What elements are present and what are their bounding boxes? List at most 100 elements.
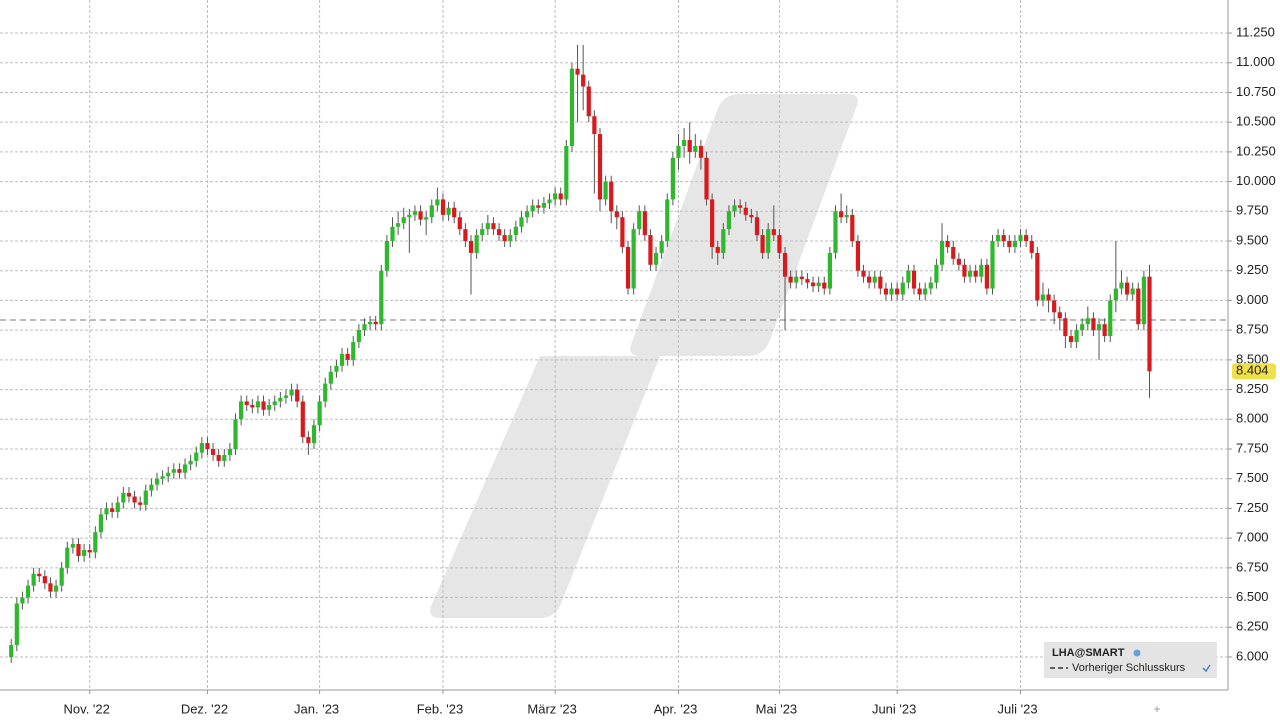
candle-body (513, 226, 518, 236)
candle-body (356, 330, 361, 343)
candle-body (923, 288, 928, 295)
candle-body (609, 181, 614, 212)
candle-body (822, 282, 827, 289)
candle-body (334, 365, 339, 372)
candle-body (93, 532, 98, 553)
candle-body (121, 492, 126, 503)
candle-body (530, 205, 535, 212)
x-tick-label: Feb. '23 (417, 701, 464, 716)
legend-title: LHA@SMART (1052, 647, 1125, 659)
candle-body (87, 550, 92, 553)
candle-body (384, 241, 390, 271)
candle-body (70, 544, 75, 548)
candle-body (227, 448, 233, 455)
candle-body (777, 235, 782, 253)
candle-body (1119, 282, 1124, 289)
candle-body (1091, 318, 1096, 331)
candle-body (956, 258, 961, 265)
candle-body (435, 199, 440, 206)
candle-body (973, 270, 978, 277)
candle-body (205, 443, 210, 449)
x-tick-label: Mai '23 (756, 701, 798, 716)
legend: LHA@SMART Vorheriger Schlusskurs (1044, 642, 1217, 678)
candle-body (906, 270, 911, 283)
candle-body (670, 157, 675, 200)
candle-body (502, 235, 507, 242)
candle-body (278, 397, 283, 402)
candle-body (833, 211, 838, 253)
y-tick-label: 7.250 (1236, 500, 1269, 515)
y-tick-label: 6.250 (1236, 619, 1269, 634)
candle-body (283, 395, 289, 398)
candle-body (1012, 241, 1018, 247)
candle-body (810, 282, 816, 287)
candle-body (569, 68, 575, 146)
legend-box (1044, 642, 1217, 678)
candle-body (990, 241, 995, 289)
candle-body (379, 270, 384, 325)
legend-icon[interactable] (1133, 649, 1141, 657)
candle-body (396, 223, 401, 227)
candle-body (300, 401, 305, 438)
y-tick-label: 6.500 (1236, 589, 1269, 604)
candle-body (250, 405, 255, 408)
candle-body (496, 229, 502, 236)
candle-body (255, 401, 261, 408)
candle-body (306, 437, 311, 444)
candle-body (452, 207, 457, 218)
add-icon[interactable]: + (1153, 702, 1160, 716)
candle-body (934, 264, 939, 283)
candle-body (188, 460, 193, 465)
legend-check[interactable] (1202, 664, 1211, 673)
candle-body (132, 496, 137, 503)
candle-body (216, 454, 221, 461)
candle-body (474, 235, 479, 253)
last-price-badge (1232, 363, 1276, 380)
candle-body (939, 241, 945, 265)
candle-body (82, 550, 87, 556)
x-tick-label: Juni '23 (872, 701, 916, 716)
candle-body (104, 508, 109, 515)
candle-body (1136, 288, 1141, 325)
watermark-lower (430, 356, 660, 618)
candle-body (1052, 300, 1057, 313)
candle-body (928, 282, 933, 289)
y-tick-label: 11.250 (1236, 24, 1275, 39)
candle-body (25, 585, 31, 598)
candle-body (945, 241, 950, 247)
candle-body (222, 454, 227, 461)
candle-body (883, 288, 889, 295)
candle-body (418, 211, 423, 220)
candle-body (766, 229, 771, 253)
candle-body (373, 321, 378, 325)
candle-body (166, 472, 171, 477)
candle-body (581, 74, 586, 87)
candle-body (362, 324, 367, 331)
candle-body (317, 401, 322, 426)
candle-body (844, 214, 849, 218)
x-tick-label: Jan. '23 (294, 701, 339, 716)
candle-body (126, 492, 132, 497)
candle-body (37, 573, 42, 577)
candle-body (1046, 294, 1051, 301)
candle-body (1068, 336, 1074, 343)
candle-body (272, 401, 277, 406)
candle-body (648, 235, 653, 265)
candle-body (1108, 300, 1113, 337)
candle-body (547, 199, 552, 203)
candle-body (1029, 241, 1034, 253)
candle-body (749, 214, 754, 218)
candle-body (984, 264, 989, 289)
candle-body (519, 217, 524, 227)
candle-body (457, 217, 462, 230)
candle-body (878, 276, 883, 289)
y-tick-label: 9.500 (1236, 232, 1269, 247)
candle-body (710, 199, 715, 247)
candle-body (799, 276, 804, 280)
candle-body (558, 193, 563, 200)
y-tick-label: 7.750 (1236, 440, 1269, 455)
candle-body (1130, 288, 1135, 295)
candle-body (614, 211, 619, 218)
candle-body (1080, 324, 1085, 331)
candle-body (182, 464, 188, 473)
